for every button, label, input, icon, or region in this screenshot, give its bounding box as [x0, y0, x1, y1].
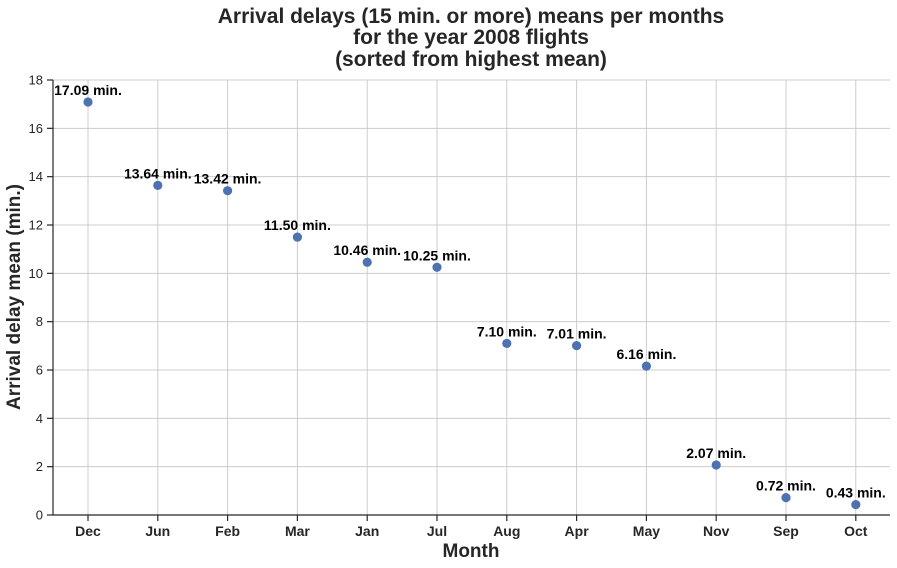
x-tick-label: Jun — [145, 523, 170, 539]
y-tick-label: 18 — [29, 73, 43, 88]
x-axis-label: Month — [443, 541, 500, 562]
data-label: 13.42 min. — [194, 171, 262, 187]
x-tick-label: Aug — [493, 523, 520, 539]
data-label: 0.43 min. — [826, 485, 886, 501]
data-label: 10.46 min. — [333, 242, 401, 258]
y-axis-label: Arrival delay mean (min.) — [4, 184, 25, 410]
data-label: 17.09 min. — [54, 82, 122, 98]
data-label: 7.01 min. — [547, 326, 607, 342]
data-point — [432, 262, 442, 272]
chart-title-line-1: Arrival delays (15 min. or more) means p… — [218, 5, 725, 28]
x-tick-label: Mar — [285, 523, 310, 539]
data-point — [711, 460, 721, 470]
data-label: 7.10 min. — [477, 323, 537, 339]
x-tick-label: Sep — [773, 523, 799, 539]
chart-title-line-3: (sorted from highest mean) — [335, 48, 607, 71]
x-tick-label: Feb — [215, 523, 240, 539]
data-label: 0.72 min. — [756, 478, 816, 494]
data-label: 11.50 min. — [264, 217, 331, 233]
data-point — [292, 232, 302, 242]
data-point — [572, 340, 582, 351]
data-label: 2.07 min. — [686, 445, 746, 461]
data-point — [781, 493, 791, 503]
x-tick-label: Nov — [703, 523, 730, 539]
data-point — [83, 97, 93, 107]
y-tick-label: 16 — [29, 121, 43, 136]
chart-title-line-2: for the year 2008 flights — [353, 26, 589, 49]
data-point — [153, 180, 163, 190]
axes-layer: 0 2 4 6 8 10 12 14 16 18 Dec Jun Feb Mar Jan Jul Aug Apr M… — [29, 73, 890, 539]
x-tick-label: Jan — [355, 523, 379, 539]
y-tick-label: 12 — [29, 218, 43, 233]
y-tick-label: 6 — [36, 363, 43, 378]
data-point — [641, 361, 652, 371]
grid-layer — [53, 79, 890, 515]
data-label: 13.64 min. — [124, 165, 192, 181]
y-tick-label: 8 — [36, 314, 43, 329]
y-tick-label: 0 — [36, 508, 43, 523]
data-point — [362, 257, 372, 267]
data-point — [223, 186, 233, 196]
data-labels-layer: 17.09 min. 13.64 min. 13.42 min. 11.50 min.… — [54, 82, 886, 501]
x-tick-label: Jul — [427, 523, 447, 539]
points-layer — [83, 97, 861, 510]
x-tick-label: Oct — [844, 523, 868, 539]
data-point — [502, 338, 512, 349]
data-label: 6.16 min. — [616, 346, 676, 362]
y-tick-label: 4 — [36, 411, 43, 426]
y-tick-label: 10 — [29, 266, 43, 281]
x-tick-label: May — [633, 523, 660, 539]
x-tick-label: Apr — [565, 523, 590, 539]
chart-title: Arrival delays (15 min. or more) means p… — [218, 5, 725, 71]
y-tick-label: 2 — [36, 459, 43, 474]
x-tick-label: Dec — [75, 523, 101, 539]
data-point — [851, 500, 861, 510]
data-label: 10.25 min. — [403, 247, 471, 263]
y-tick-label: 14 — [29, 169, 43, 184]
